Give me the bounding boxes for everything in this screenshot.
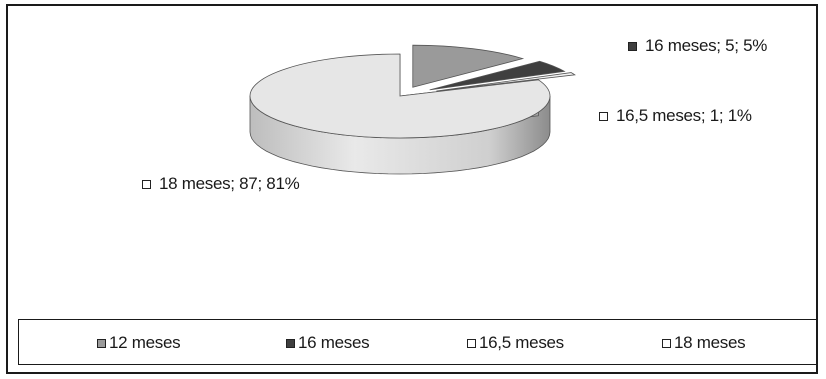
pie-slice-18-meses — [249, 53, 551, 175]
pie-slice-top — [412, 44, 525, 88]
legend-label: 16,5 meses — [479, 333, 564, 352]
legend-label: 18 meses — [674, 333, 746, 352]
legend-swatch — [97, 338, 106, 348]
legend-label: 16 meses — [298, 333, 370, 352]
data-label-swatch — [599, 111, 608, 121]
data-label-text: 16,5 meses; 1; 1% — [616, 106, 752, 125]
pie-slice-top — [436, 72, 576, 92]
chart-frame: 16 meses; 5; 5% 16,5 meses; 1; 1% 18 mes… — [6, 4, 818, 374]
data-label-text: 18 meses; 87; 81% — [159, 174, 300, 193]
pie-slice-16-5-meses — [436, 72, 576, 92]
pie-slice-top — [249, 53, 551, 139]
legend-swatch — [662, 338, 671, 348]
data-label-16-meses: 16 meses; 5; 5% — [628, 36, 767, 56]
data-label-18-meses: 18 meses; 87; 81% — [142, 174, 300, 194]
data-label-swatch — [142, 179, 151, 189]
data-label-text: 16 meses; 5; 5% — [645, 36, 768, 55]
legend-swatch — [286, 338, 295, 348]
data-label-swatch — [628, 41, 637, 51]
pie-slice-12-meses — [412, 44, 525, 88]
legend-label: 12 meses — [109, 333, 181, 352]
pie-slice-16-meses — [429, 60, 566, 91]
legend-item-16-meses: 16 meses — [286, 333, 370, 353]
chart-legend: 12 meses 16 meses 16,5 meses 18 meses — [18, 319, 818, 365]
legend-item-12-meses: 12 meses — [97, 333, 181, 353]
data-label-16-5-meses: 16,5 meses; 1; 1% — [599, 106, 752, 126]
legend-item-16-5-meses: 16,5 meses — [467, 333, 564, 353]
legend-item-18-meses: 18 meses — [662, 333, 746, 353]
legend-swatch — [467, 338, 476, 348]
pie-chart — [249, 44, 576, 175]
pie-slice-top — [429, 60, 566, 91]
